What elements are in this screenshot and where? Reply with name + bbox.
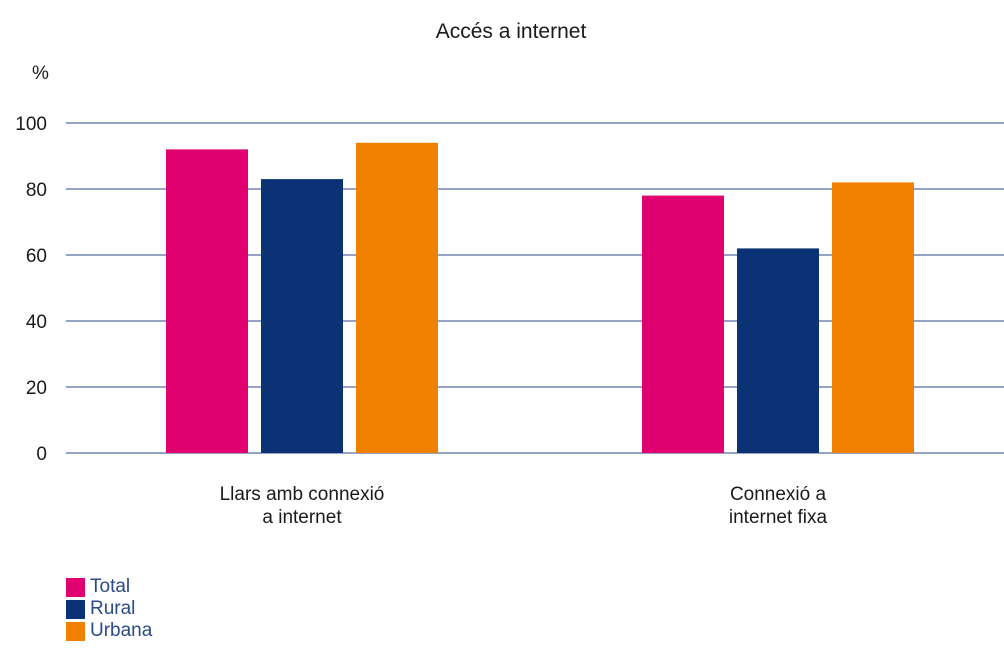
y-tick-label-100: 100 [15,114,47,135]
bars [166,142,914,454]
legend-swatch-urbana [66,621,85,641]
y-tick-labels: 0 20 40 60 80 100 [15,114,47,465]
bar-rural-0 [261,179,343,453]
legend-label-rural: Rural [90,598,136,619]
legend-label-urbana: Urbana [90,620,153,641]
bar-urbana-1 [832,182,914,453]
legend-swatch-total [66,577,85,597]
legend-swatch-rural [66,599,85,619]
category-label-1: Connexió a internet fixa [729,484,828,528]
y-tick-label-80: 80 [26,180,47,201]
bar-total-1 [642,195,724,453]
y-tick-label-60: 60 [26,246,47,267]
y-tick-label-0: 0 [36,444,47,465]
legend-item-urbana: Urbana [66,620,152,642]
bar-chart: Accés a internet % 0 20 40 60 80 100 Llars am… [15,20,1004,528]
bar-urbana-0 [356,142,438,454]
category-label-0: Llars amb connexió a internet [220,484,385,528]
bar-rural-1 [737,248,819,453]
y-axis-unit-label: % [32,63,49,84]
legend-item-rural: Rural [66,598,152,620]
category-labels: Llars amb connexió a internet Connexió a in… [220,484,828,528]
y-tick-label-40: 40 [26,312,47,333]
legend-item-total: Total [66,576,152,598]
legend: Total Rural Urbana [66,576,152,642]
y-tick-label-20: 20 [26,378,47,399]
chart-title: Accés a internet [436,20,587,43]
legend-label-total: Total [90,576,131,597]
bar-total-0 [166,149,248,453]
